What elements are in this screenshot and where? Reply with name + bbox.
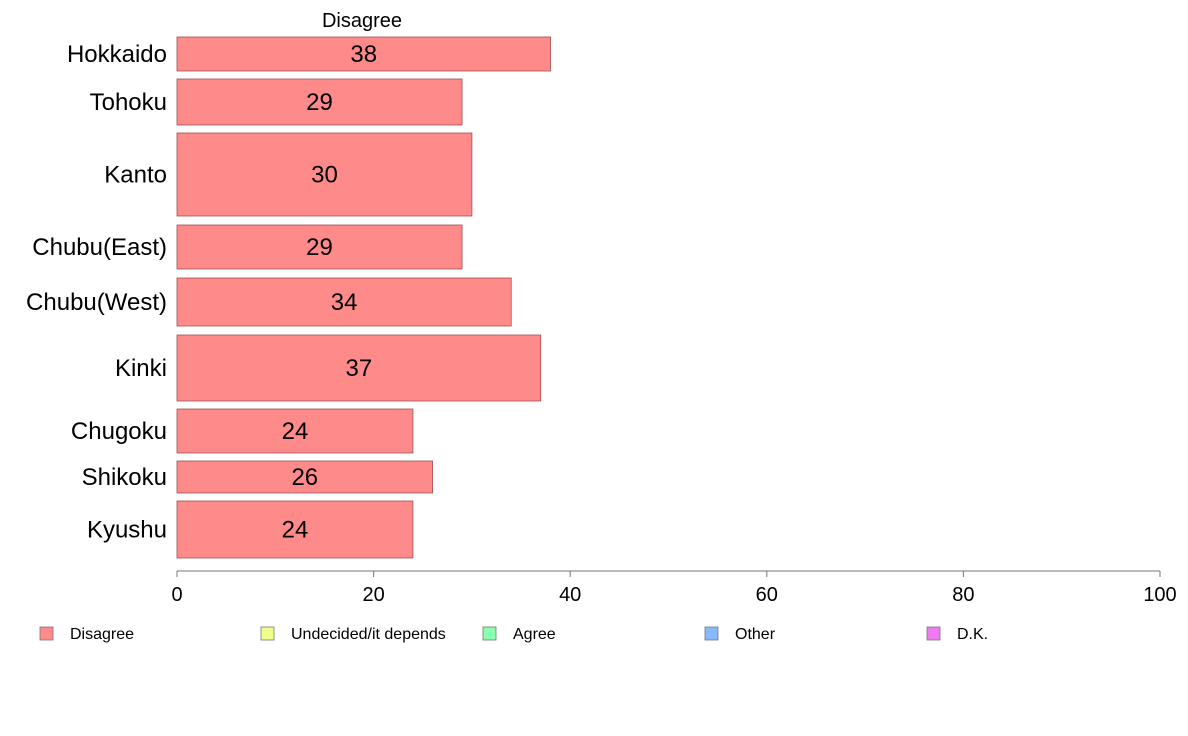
bar-kyushu <box>176 500 414 559</box>
bar-kanto <box>176 132 473 217</box>
x-tick-label: 40 <box>559 584 581 606</box>
category-label: Tohoku <box>90 89 167 116</box>
legend-label: Agree <box>513 626 556 643</box>
x-tick-label: 20 <box>362 584 384 606</box>
value-label: 37 <box>346 355 373 382</box>
category-label: Chubu(West) <box>26 289 167 316</box>
category-label: Shikoku <box>82 464 167 491</box>
x-tick-label: 80 <box>952 584 974 606</box>
legend-swatch <box>704 626 719 641</box>
bar-chubu-west- <box>176 277 512 327</box>
value-label: 26 <box>291 464 318 491</box>
legend-swatch <box>39 626 54 641</box>
x-tick-label: 100 <box>1143 584 1176 606</box>
value-labels: 38 29 30 29 34 37 24 26 24 <box>282 41 378 544</box>
legend-label: D.K. <box>957 626 988 643</box>
legend-swatch <box>482 626 497 641</box>
value-label: 29 <box>306 89 333 116</box>
legend-swatch <box>260 626 275 641</box>
value-label: 38 <box>350 41 377 68</box>
bar-hokkaido <box>176 36 551 72</box>
category-label: Hokkaido <box>67 41 167 68</box>
legend-swatch <box>926 626 941 641</box>
x-axis: 0 20 40 60 80 100 <box>171 570 1177 606</box>
category-label: Chugoku <box>71 418 167 445</box>
value-label: 34 <box>331 289 358 316</box>
value-label: 24 <box>282 517 309 544</box>
bar-kinki <box>176 334 542 402</box>
legend: Disagree Undecided/it depends Agree Other D.… <box>39 626 988 643</box>
category-labels: Hokkaido Tohoku Kanto Chubu(East) Chubu(West… <box>26 41 167 544</box>
category-label: Chubu(East) <box>32 234 167 261</box>
category-label: Kanto <box>104 162 167 189</box>
value-label: 24 <box>282 418 309 445</box>
category-label: Kinki <box>115 355 167 382</box>
bar-chubu-east- <box>176 224 463 270</box>
bar-shikoku <box>176 460 433 494</box>
legend-label: Other <box>735 626 776 643</box>
legend-label: Disagree <box>70 626 134 643</box>
category-label: Kyushu <box>87 517 167 544</box>
legend-label: Undecided/it depends <box>291 626 446 643</box>
value-label: 30 <box>311 162 338 189</box>
value-label: 29 <box>306 234 333 261</box>
x-tick-label: 0 <box>171 584 182 606</box>
bar-tohoku <box>176 78 463 126</box>
bar-chugoku <box>176 408 414 454</box>
bars-group <box>176 36 551 559</box>
x-tick-label: 60 <box>756 584 778 606</box>
column-header: Disagree <box>322 10 402 32</box>
